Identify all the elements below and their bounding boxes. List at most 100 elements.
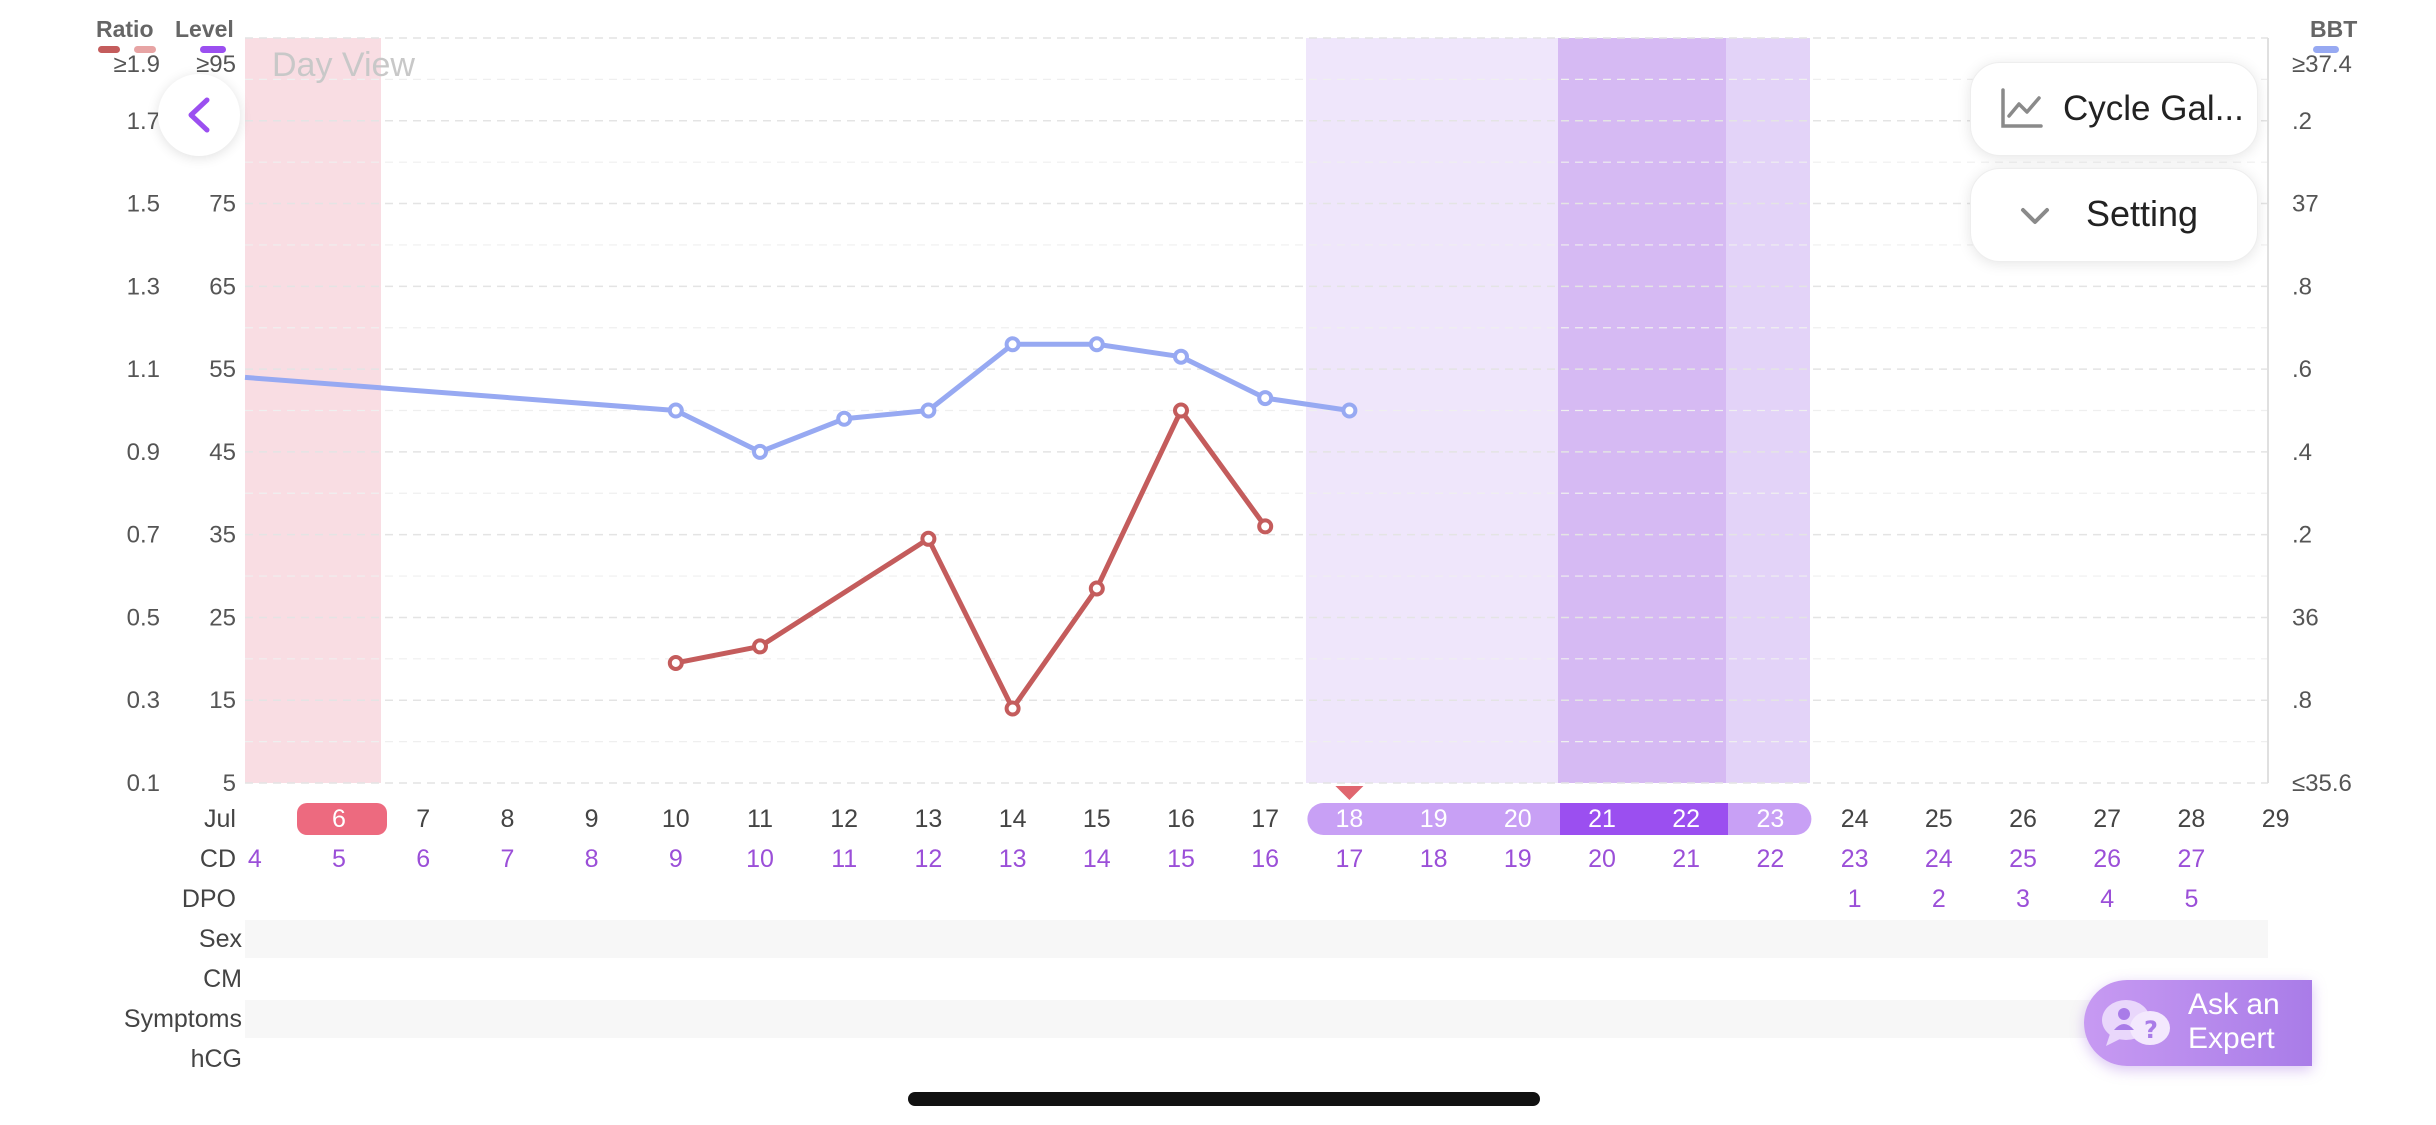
bbt-data-point: [1257, 390, 1274, 407]
day-label: 19: [1420, 805, 1448, 833]
cd-value: 11: [831, 845, 857, 873]
dpo-value: 5: [2184, 885, 2198, 913]
cd-value: 6: [416, 845, 430, 873]
home-indicator: [908, 1092, 1540, 1106]
back-button[interactable]: [158, 74, 240, 156]
day-label: 29: [2262, 805, 2290, 833]
day-label: 17: [1251, 805, 1279, 833]
day-label: 24: [1841, 805, 1869, 833]
day-label: 12: [830, 805, 858, 833]
sex-row-bg: [245, 920, 2268, 958]
dpo-value: 4: [2100, 885, 2114, 913]
bbt-data-point: [1004, 336, 1021, 353]
bbt-tick-label: ≤35.6: [2292, 770, 2352, 797]
fertile-days-pill: [1307, 803, 1812, 835]
day-label: 7: [416, 805, 430, 833]
day-label: 13: [914, 805, 942, 833]
ratio-swatch-dark: [98, 46, 120, 53]
ratio-tick-label: 1.1: [127, 356, 160, 383]
bbt-tick-label: .2: [2292, 522, 2312, 549]
cd-value: 14: [1083, 845, 1111, 873]
day-label: 16: [1167, 805, 1195, 833]
bbt-tick-label: 36: [2292, 604, 2319, 631]
cd-value: 10: [746, 845, 774, 873]
day-label: 21: [1588, 805, 1616, 833]
cd-value: 19: [1504, 845, 1532, 873]
bbt-data-point: [667, 402, 684, 419]
ratio-tick-label: 0.5: [127, 604, 160, 631]
bbt-tick-label: .6: [2292, 356, 2312, 383]
symptoms-row-label: Symptoms: [124, 1005, 242, 1033]
cd-value: 12: [914, 845, 942, 873]
cd-value: 25: [2009, 845, 2037, 873]
day-label: 8: [500, 805, 514, 833]
ask-expert-button[interactable]: ? Ask an Expert: [2084, 980, 2312, 1066]
bbt-tick-label: .8: [2292, 687, 2312, 714]
cd-value: 26: [2093, 845, 2121, 873]
day-label: 6: [332, 805, 346, 833]
day-label: 11: [747, 805, 773, 833]
ratio-tick-label: 0.7: [127, 522, 160, 549]
day-label: 28: [2177, 805, 2205, 833]
chat-bubbles-icon: ?: [2102, 1000, 2170, 1046]
dpo-value: 1: [1848, 885, 1862, 913]
day-label: 18: [1335, 805, 1363, 833]
ratio-legend-title: Ratio: [96, 16, 154, 42]
ratio-tick-label: 0.9: [127, 439, 160, 466]
bbt-data-point: [920, 402, 937, 419]
bbt-tick-label: .4: [2292, 439, 2312, 466]
cd-value: 22: [1756, 845, 1784, 873]
cd-row-label: CD: [200, 845, 236, 873]
cd-value: 23: [1841, 845, 1869, 873]
cd-value: 5: [332, 845, 346, 873]
level-tick-label: 75: [209, 191, 236, 218]
cd-value: 16: [1251, 845, 1279, 873]
cd-value: 7: [500, 845, 514, 873]
level-tick-label: 45: [209, 439, 236, 466]
ask-expert-label-2: Expert: [2188, 1022, 2275, 1055]
cd-value: 9: [669, 845, 683, 873]
level-tick-label: 65: [209, 273, 236, 300]
ovulation-band: [1558, 38, 1726, 783]
level-tick-label: 15: [209, 687, 236, 714]
ratio-data-point: [667, 654, 684, 671]
bbt-tick-label: .8: [2292, 273, 2312, 300]
ratio-swatch-light: [134, 46, 156, 53]
bbt-data-point: [836, 410, 853, 427]
day-label: 22: [1672, 805, 1700, 833]
ovulation-days-pill: [1560, 803, 1728, 835]
level-swatch: [200, 46, 226, 53]
day-label: 10: [662, 805, 690, 833]
ratio-tick-label: 0.1: [127, 770, 160, 797]
symptoms-row-bg: [245, 1000, 2268, 1038]
ratio-tick-label: ≥1.9: [113, 51, 160, 78]
day-label: 9: [585, 805, 599, 833]
level-tick-label: 5: [223, 770, 236, 797]
bbt-data-point: [1088, 336, 1105, 353]
level-tick-label: 25: [209, 604, 236, 631]
period-day-pill: [297, 803, 387, 835]
cd-value: 20: [1588, 845, 1616, 873]
bbt-series-line: [244, 341, 1350, 455]
ratio-tick-label: 1.7: [127, 108, 160, 135]
chevron-left-icon: [188, 97, 210, 133]
bbt-tick-label: ≥37.4: [2292, 51, 2352, 78]
bbt-tick-label: 37: [2292, 191, 2319, 218]
cycle-gallery-button[interactable]: Cycle Gal...: [1970, 62, 2258, 156]
fertile-band-post: [1726, 38, 1810, 783]
setting-button[interactable]: Setting: [1970, 168, 2258, 262]
cd-value: 21: [1672, 845, 1700, 873]
cd-value: 18: [1420, 845, 1448, 873]
day-label: 23: [1756, 805, 1784, 833]
ratio-data-point: [752, 638, 768, 655]
day-label: 14: [999, 805, 1027, 833]
day-label: 25: [1925, 805, 1953, 833]
view-mode-label: Day View: [272, 46, 415, 84]
cycle-gallery-label: Cycle Gal...: [2063, 89, 2244, 128]
ratio-tick-label: 1.5: [127, 191, 160, 218]
hcg-row-label: hCG: [191, 1045, 242, 1073]
bbt-swatch: [2313, 46, 2339, 53]
svg-text:?: ?: [2144, 1016, 2158, 1044]
line-chart-icon: [2001, 88, 2043, 128]
ratio-tick-label: 1.3: [127, 273, 160, 300]
